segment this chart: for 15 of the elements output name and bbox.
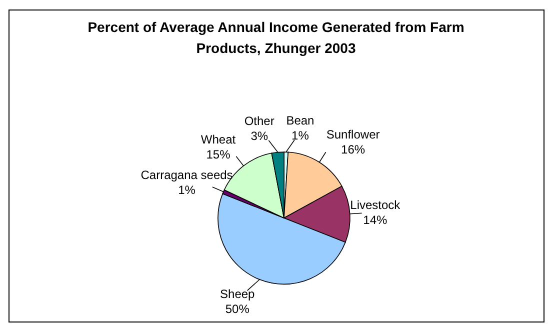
data-label: 15% <box>206 147 231 162</box>
data-label: 50% <box>225 302 250 316</box>
data-label: 14% <box>363 212 388 227</box>
slice-label: Bean <box>286 114 314 128</box>
slice-label: Wheat <box>200 132 236 146</box>
data-label: 3% <box>250 128 268 143</box>
slice-label: Sunflower <box>326 128 380 142</box>
data-label: 1% <box>178 182 196 197</box>
chart-title: Percent of Average Annual Income Generated from Farm Products, Zhunger 2003 <box>88 19 464 56</box>
data-label: 1% <box>292 128 310 143</box>
slice-label: Sheep <box>220 287 256 302</box>
slice-label: Carragana seeds <box>140 168 233 182</box>
slice-label: Other <box>244 114 274 128</box>
data-label: 16% <box>341 142 366 157</box>
slice-label: Livestock <box>350 198 402 212</box>
